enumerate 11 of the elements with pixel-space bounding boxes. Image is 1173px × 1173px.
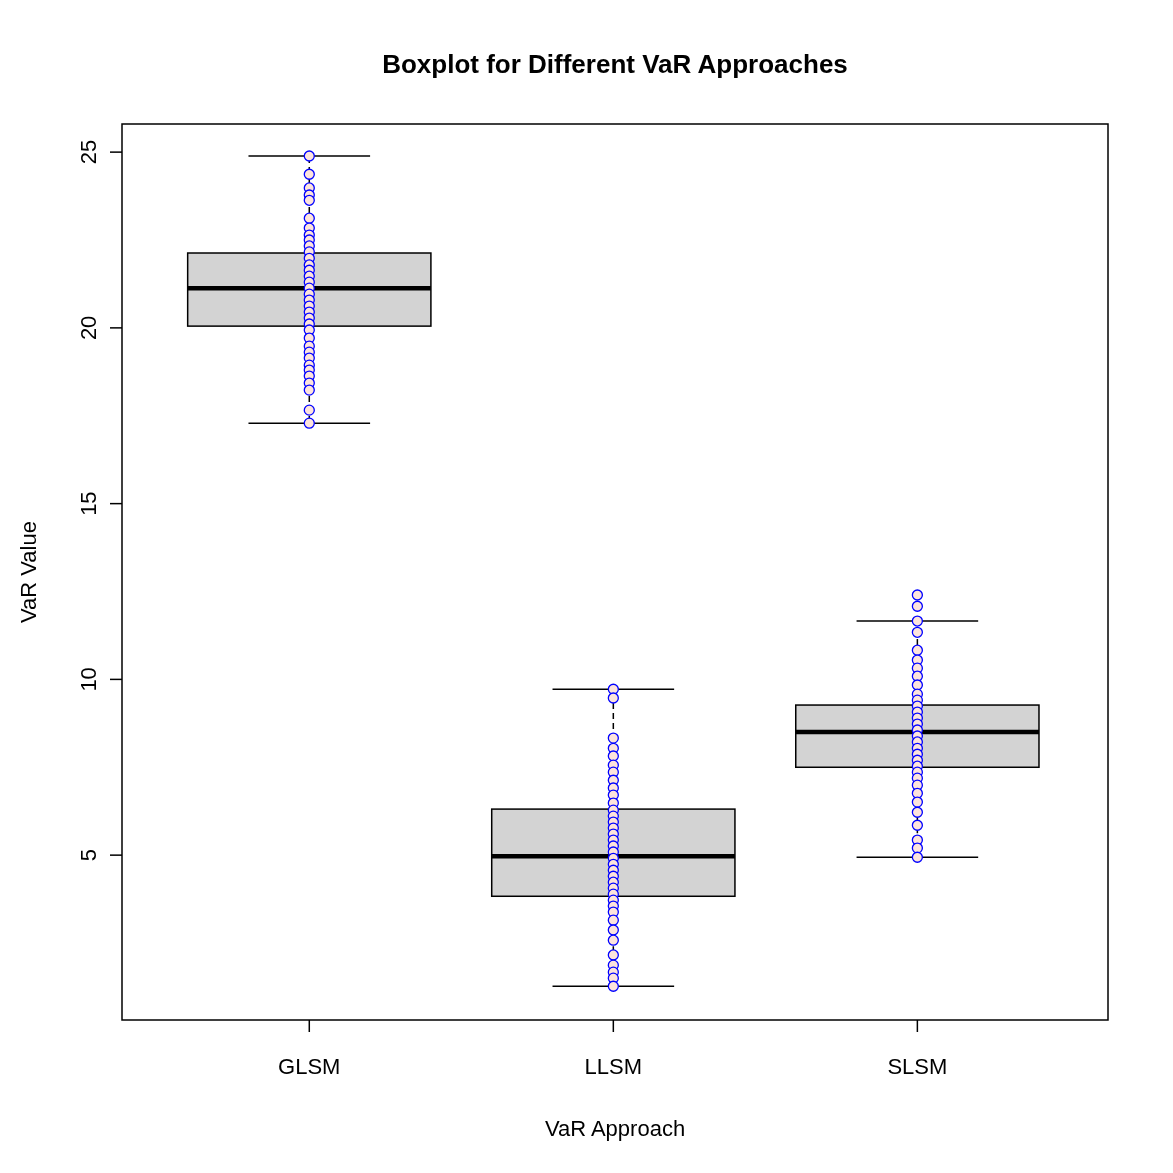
y-tick-label: 10 [76,667,101,692]
y-tick-label: 15 [76,491,101,516]
x-tick-label: SLSM [887,1054,948,1079]
x-tick-label: GLSM [278,1054,341,1079]
y-tick-label: 25 [76,139,101,165]
y-tick-label: 20 [76,315,101,341]
y-axis-title: VaR Value [16,521,41,623]
y-tick-label: 5 [76,849,101,862]
chart-title: Boxplot for Different VaR Approaches [382,49,848,79]
x-tick-label: LLSM [584,1054,643,1079]
x-axis-title: VaR Approach [544,1116,686,1141]
